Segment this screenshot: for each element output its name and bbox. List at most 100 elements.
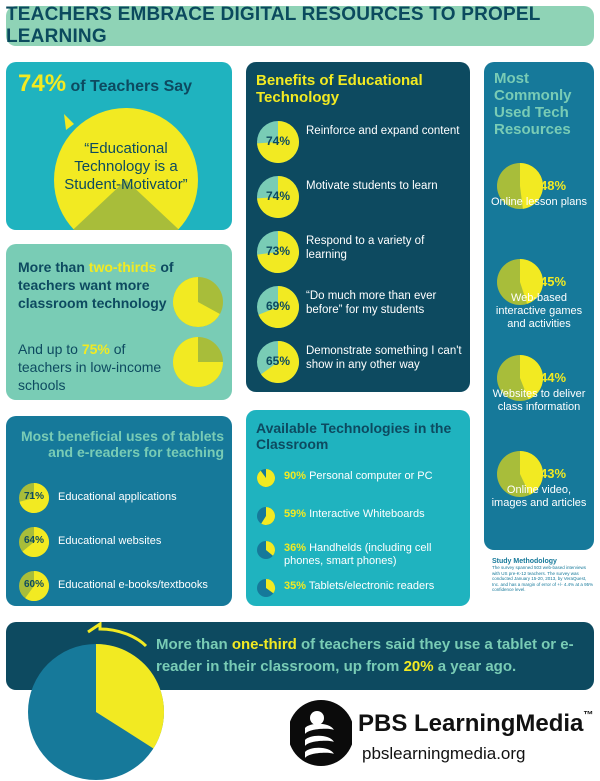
tablet-label: Educational websites <box>58 535 162 547</box>
pie-slice <box>257 176 299 218</box>
resource-label: Online lesson plans <box>490 196 587 208</box>
resources-title: Most Commonly Used Tech Resources <box>494 70 572 138</box>
available-pct: 36% <box>284 542 307 554</box>
bottom-highlight2: 20% <box>403 658 434 675</box>
resource-pct: 45% <box>540 274 567 289</box>
available-panel: Available Technologies in the Classroom … <box>246 410 470 606</box>
brand-url[interactable]: pbslearningmedia.org <box>362 744 526 763</box>
pie-slice <box>520 163 544 209</box>
tablet-item: 64% Educational websites <box>18 526 228 558</box>
benefit-pie <box>257 231 300 273</box>
want-more-highlight1: two-thirds <box>88 259 157 275</box>
methodology-title: Study Methodology <box>492 558 557 565</box>
pie-slice <box>520 355 543 400</box>
available-title: Available Technologies in the Classroom <box>256 420 452 452</box>
pie-slice <box>25 571 49 601</box>
tablet-item: 71% Educational applications <box>18 482 228 514</box>
methodology: Study Methodology The survey spanned 503… <box>492 558 594 593</box>
benefit-pct: 73% <box>265 244 291 258</box>
benefit-item: 74% Motivate students to learn <box>256 175 462 223</box>
resource-label: Web-based interactive games and activiti… <box>495 292 583 330</box>
available-pie <box>257 541 275 559</box>
pie-slice <box>261 507 276 525</box>
available-pct: 35% <box>284 580 307 592</box>
pie-slice <box>257 469 276 487</box>
benefit-pie <box>257 341 300 383</box>
available-item: 59% Interactive Whiteboards <box>256 504 468 530</box>
pie-slice <box>257 231 300 273</box>
resource-pie <box>497 355 543 401</box>
resource-pct: 44% <box>540 370 567 385</box>
available-pct: 90% <box>284 470 307 482</box>
pie-slice <box>266 541 275 556</box>
pie-slice <box>520 259 543 304</box>
available-label: Tablets/electronic readers <box>308 580 435 592</box>
benefits-title: Benefits of Educational Technology <box>256 72 423 106</box>
tablets-title: Most beneficial uses of tablets and e-re… <box>20 428 224 460</box>
available-item: 36% Handhelds (including cell phones, sm… <box>256 538 468 567</box>
want-more-line1: More than <box>18 259 85 275</box>
pie-slice <box>266 579 275 594</box>
want-more-line3: And up to <box>18 341 78 357</box>
brand-name: PBS LearningMedia™ <box>358 710 594 737</box>
benefit-pct: 74% <box>265 134 291 148</box>
benefit-label: “Do much more than ever before” for my s… <box>306 290 437 316</box>
resources-panel: Most Commonly Used Tech Resources 48% On… <box>484 62 594 550</box>
methodology-body: The survey spanned 503 web-based intervi… <box>492 565 594 592</box>
want-more-pie-2 <box>173 337 223 387</box>
tablet-item: 60% Educational e-books/textbooks <box>18 570 228 602</box>
benefits-panel: Benefits of Educational Technology 74% R… <box>246 62 470 392</box>
motivator-panel: 74% of Teachers Say “Educational Technol… <box>6 62 232 230</box>
available-pie <box>257 469 276 487</box>
benefit-item: 73% Respond to a variety of learning <box>256 230 462 278</box>
available-pie <box>257 507 276 525</box>
motivator-pct: 74% <box>18 70 67 97</box>
want-more-highlight2: 75% <box>81 341 110 357</box>
tablet-pie <box>19 527 49 557</box>
resource-label: Online video, images and articles <box>491 484 587 509</box>
arrow-icon <box>87 622 148 648</box>
benefit-label: Respond to a variety of learning <box>306 235 425 261</box>
benefit-item: 69% “Do much more than ever before” for … <box>256 285 462 333</box>
resource-pie <box>497 259 543 305</box>
bottom-pie <box>28 622 164 780</box>
tablet-pct: 60% <box>23 579 44 590</box>
tablet-pct: 71% <box>23 491 44 502</box>
speech-bubble-pie <box>54 108 198 230</box>
available-pie <box>257 579 275 597</box>
pie-slice <box>258 286 299 328</box>
benefit-label: Reinforce and expand content <box>306 125 460 137</box>
available-label: Personal computer or PC <box>309 470 433 482</box>
tablet-label: Educational e-books/textbooks <box>58 579 208 591</box>
tablet-label: Educational applications <box>58 491 177 503</box>
benefit-pie <box>257 286 299 328</box>
benefit-pct: 74% <box>265 189 291 203</box>
want-more-pie-1 <box>173 277 223 327</box>
available-item: 90% Personal computer or PC <box>256 466 468 492</box>
resource-label: Websites to deliver class information <box>492 388 586 413</box>
bottom-text1: More than <box>156 636 228 653</box>
tablets-panel: Most beneficial uses of tablets and e-re… <box>6 416 232 606</box>
page-title: TEACHERS EMBRACE DIGITAL RESOURCES TO PR… <box>6 4 594 47</box>
bottom-text3: a year ago. <box>437 658 517 675</box>
want-more-line2: of teachers want more classroom technolo… <box>18 259 174 311</box>
tablet-pie <box>19 571 49 601</box>
benefit-label: Motivate students to learn <box>306 180 438 192</box>
pie-slice <box>261 341 300 383</box>
motivator-quote: “Educational Technology is a Student-Mot… <box>64 140 188 193</box>
available-pct: 59% <box>284 508 307 520</box>
bottom-highlight1: one-third <box>231 636 297 653</box>
pie-slice <box>22 527 49 557</box>
available-item: 35% Tablets/electronic readers <box>256 576 468 602</box>
resource-pie <box>497 451 543 497</box>
motivator-lead: of Teachers Say <box>70 78 193 95</box>
available-label: Handhelds (including cell phones, smart … <box>284 542 432 567</box>
tablet-pie <box>19 483 49 513</box>
resource-pie <box>497 163 544 209</box>
benefit-item: 74% Reinforce and expand content <box>256 120 462 168</box>
benefit-label: Demonstrate something I can't show in an… <box>306 345 462 371</box>
want-more-line4: of teachers in low-income schools <box>18 341 162 393</box>
bottom-text2: of teachers said they use a tablet or e-… <box>156 636 574 675</box>
benefit-item: 65% Demonstrate something I can't show i… <box>256 340 462 388</box>
benefit-pie <box>257 121 299 163</box>
